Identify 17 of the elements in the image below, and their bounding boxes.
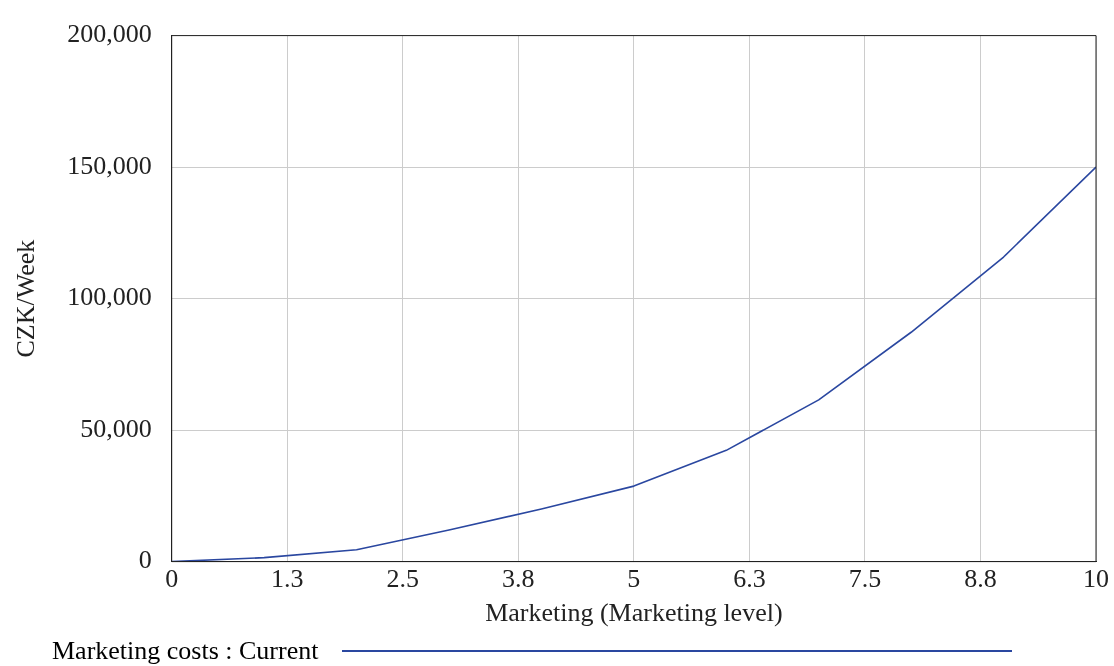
y-tick-label: 200,000	[67, 19, 152, 49]
x-tick-label: 1.3	[270, 564, 304, 594]
x-tick-label: 7.5	[848, 564, 882, 594]
x-tick-label: 5	[627, 564, 641, 594]
x-tick-label: 8.8	[964, 564, 997, 594]
y-tick-label: 0	[138, 545, 152, 575]
y-tick-label: 150,000	[67, 150, 152, 180]
x-tick-label: 0	[165, 564, 179, 594]
x-tick-label: 2.5	[386, 564, 420, 594]
x-axis-title: Marketing (Marketing level)	[485, 598, 783, 628]
text: Marketing costs : Current	[52, 636, 319, 666]
x-tick-label: 6.3	[733, 564, 766, 594]
y-axis-title: CZK/Week	[11, 239, 41, 358]
x-tick-label: 10	[1083, 564, 1109, 594]
y-tick-label: 100,000	[67, 282, 152, 312]
y-tick-label: 50,000	[80, 413, 152, 443]
x-tick-label: 3.8	[502, 564, 535, 594]
